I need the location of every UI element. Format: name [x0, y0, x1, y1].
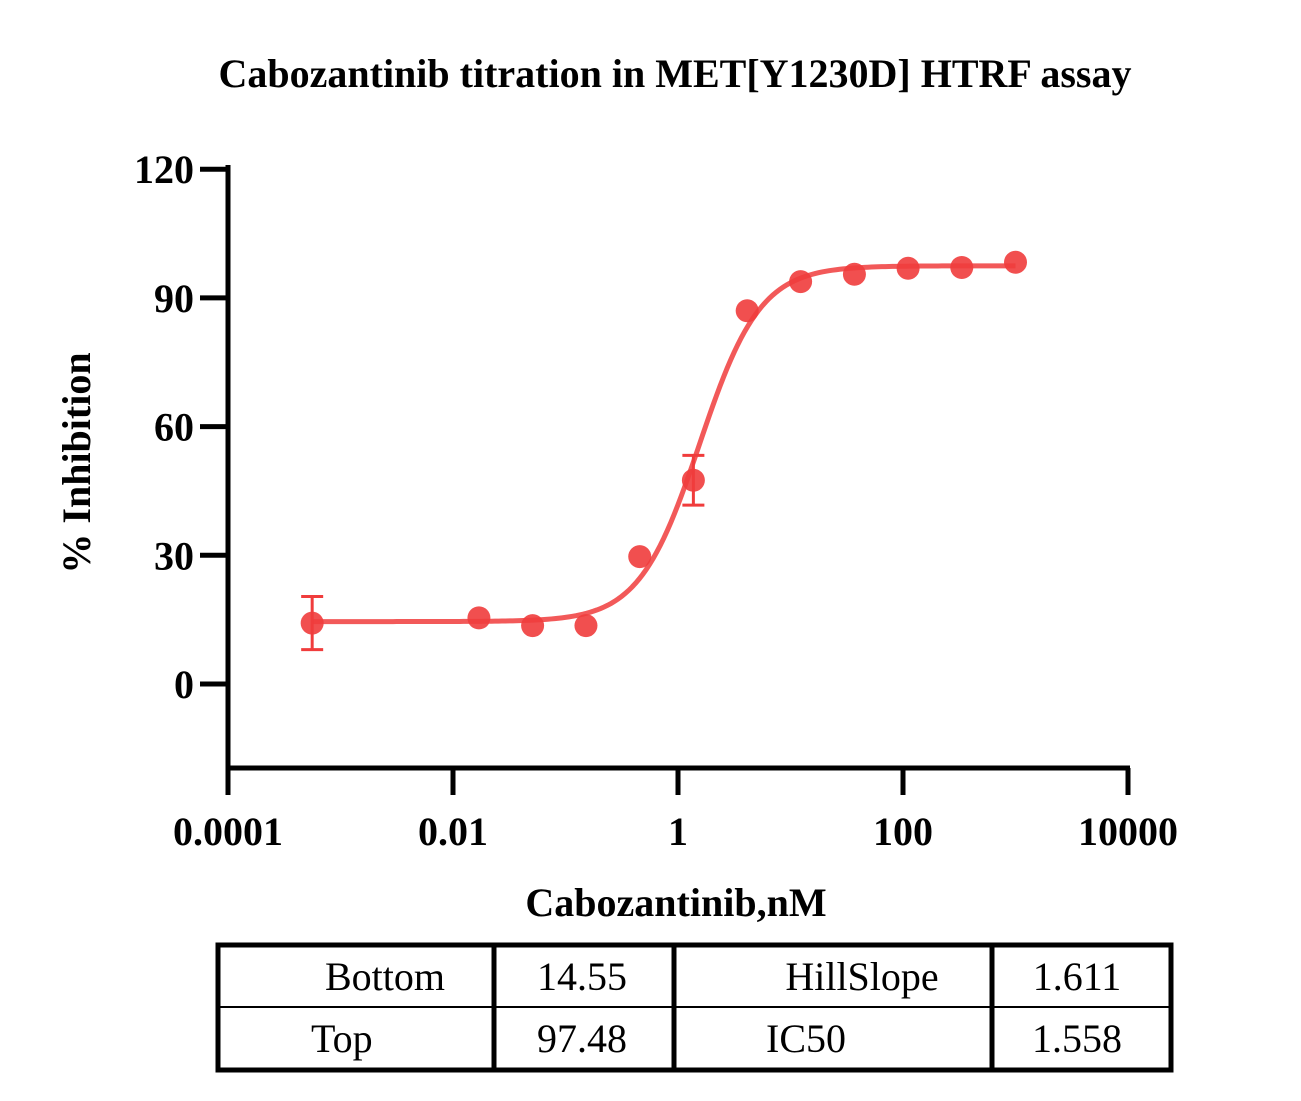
data-point — [574, 614, 598, 638]
table-cell-bottom-label: Bottom — [325, 954, 445, 999]
chart-title: Cabozantinib titration in MET[Y1230D] HT… — [218, 51, 1131, 96]
table-cell-top-label: Top — [311, 1016, 373, 1061]
y-tick-label: 0 — [174, 662, 194, 707]
x-tick-label: 10000 — [1078, 809, 1178, 854]
table-cell-ic50-value: 1.558 — [1032, 1016, 1122, 1061]
y-tick-label: 30 — [154, 533, 194, 578]
y-tick-label: 60 — [154, 405, 194, 450]
table-cell-hillslope-value: 1.611 — [1033, 954, 1122, 999]
data-point — [628, 545, 652, 569]
data-point — [467, 606, 491, 630]
x-axis: 0.0001 0.01 1 100 10000 — [173, 765, 1178, 854]
x-tick-label: 0.01 — [418, 809, 488, 854]
data-point — [735, 299, 759, 323]
x-axis-label: Cabozantinib,nM — [525, 880, 826, 925]
table-cell-ic50-label: IC50 — [766, 1016, 846, 1061]
data-points — [300, 250, 1027, 638]
data-point — [681, 468, 705, 492]
data-point — [1004, 250, 1027, 274]
fit-curve — [312, 263, 1016, 625]
y-axis: 0 30 60 90 120 — [134, 147, 231, 770]
x-tick-label: 1 — [668, 809, 688, 854]
data-point — [521, 614, 545, 638]
y-axis-label: % Inhibition — [54, 352, 99, 573]
data-point — [300, 611, 324, 635]
data-point — [896, 256, 920, 280]
data-point — [842, 262, 866, 286]
y-tick-label: 90 — [154, 276, 194, 321]
parameters-table: Bottom 14.55 HillSlope 1.611 Top 97.48 I… — [215, 942, 1174, 1073]
x-tick-label: 0.0001 — [173, 809, 283, 854]
data-point — [950, 255, 974, 279]
table-cell-top-value: 97.48 — [537, 1016, 627, 1061]
data-point — [789, 270, 813, 294]
y-tick-label: 120 — [134, 147, 194, 192]
x-tick-label: 100 — [873, 809, 933, 854]
table-cell-bottom-value: 14.55 — [537, 954, 627, 999]
table-cell-hillslope-label: HillSlope — [785, 954, 938, 999]
